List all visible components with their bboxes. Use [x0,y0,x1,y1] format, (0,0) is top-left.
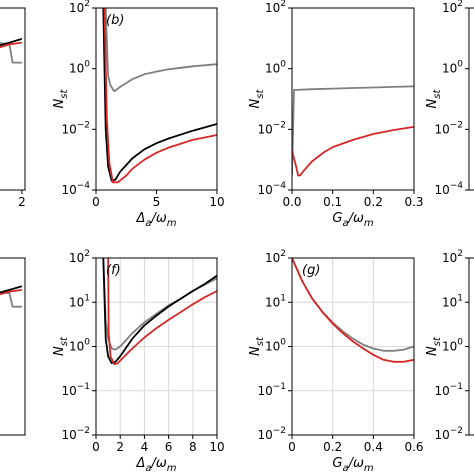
series-line-0 [0,42,22,64]
x-tick-label: 0.6 [404,440,423,454]
y-tick-label: 10−2 [257,120,286,136]
panel-left-bottom-partial [0,257,26,436]
x-tick-label: 0 [92,195,100,209]
x-tick-label: 0.4 [364,440,383,454]
plot-frame [468,257,474,436]
y-tick-label: 102 [442,249,463,265]
x-axis-label: Δa/ωm [135,456,176,474]
panel-right-top-partial: 10−4 10−2 100 102 Nst [425,0,474,197]
y-tick-label: 10−2 [61,120,90,136]
series-line-0 [0,291,22,308]
x-tick-label: 0.2 [364,195,383,209]
y-axis-label: Nst [52,336,70,356]
y-tick-label: 100 [265,338,286,354]
series-line-0 [292,85,414,176]
y-tick-label: 102 [442,0,463,15]
series-line-0 [104,8,217,93]
y-tick-label: 100 [265,60,286,76]
x-tick-label: 0.2 [323,440,342,454]
panel-panel-b: 0 5 10 10−4 10−2 100 102 Δa/ωm Nst (b) [52,0,225,229]
series-line-2 [107,258,217,366]
y-axis-label: Nst [248,88,266,108]
x-tick-label: 0 [288,440,296,454]
series-line-1 [292,258,414,363]
panel-label: (f) [106,263,121,278]
y-axis-label: Nst [248,336,266,356]
plot-frame [0,7,26,191]
panel-label: (b) [106,13,124,28]
panel-label: (g) [302,263,320,278]
y-tick-label: 100 [442,338,463,354]
y-tick-label: 100 [442,60,463,76]
x-axis-label: Δa/ωm [135,211,176,229]
y-tick-label: 10−2 [434,426,463,442]
x-axis-label: Ga/ωm [332,456,374,474]
panel-left-top-partial: 2 [0,7,26,209]
y-tick-label: 10−4 [434,181,463,197]
x-tick-label: 0.1 [323,195,342,209]
panel-panel-f: 0 2 4 6 8 10 10−2 10−1 100 101 102 Δa/ωm Nst (f) [52,249,225,474]
y-tick-label: 10−4 [61,181,90,197]
series-line-1 [102,258,217,365]
panel-panel-g: 0 0.2 0.4 0.6 10−2 10−1 100 101 102 Ga/ωm Nst (g) [248,249,424,474]
plot-frame [0,257,26,436]
y-tick-label: 10−2 [61,426,90,442]
x-tick-label: 10 [209,440,224,454]
y-axis-label: Nst [52,88,70,108]
x-tick-label: 5 [153,195,161,209]
y-tick-label: 102 [265,249,286,265]
x-tick-label: 2 [116,440,124,454]
y-tick-label: 10−1 [434,382,463,398]
x-axis-label: Ga/ωm [332,211,374,229]
y-tick-label: 102 [265,0,286,15]
x-tick-label: 0 [92,440,100,454]
series-line-2 [0,289,23,296]
x-tick-label: 8 [189,440,197,454]
y-tick-label: 100 [69,338,90,354]
x-tick-label: 0.0 [282,195,301,209]
y-tick-label: 101 [442,293,463,309]
y-tick-label: 101 [69,293,90,309]
y-tick-label: 10−1 [257,382,286,398]
series-line-2 [103,8,217,184]
series-line-1 [102,8,217,182]
plot-frame [468,7,474,191]
series-line-1 [0,38,23,47]
y-tick-label: 100 [69,60,90,76]
y-tick-label: 10−4 [257,181,286,197]
x-tick-label: 4 [141,440,149,454]
x-tick-label: 0.3 [404,195,423,209]
y-axis-label: Nst [425,336,443,356]
panel-right-bottom-partial: 10−2 10−1 100 101 102 Nst [425,249,474,442]
x-tick-label: 2 [18,195,26,209]
series-line-1 [292,126,414,177]
x-tick-label: 6 [165,440,173,454]
plot-frame [95,7,218,191]
y-tick-label: 102 [69,0,90,15]
plot-frame [291,7,415,191]
y-tick-label: 101 [265,293,286,309]
y-tick-label: 10−2 [257,426,286,442]
y-tick-label: 10−1 [61,382,90,398]
series-line-1 [0,285,23,294]
y-axis-label: Nst [425,88,443,108]
y-tick-label: 102 [69,249,90,265]
y-tick-label: 10−2 [434,120,463,136]
panel-panel-c: 0.0 0.1 0.2 0.3 10−4 10−2 100 102 Ga/ωm Nst [248,0,424,229]
series-line-2 [0,41,23,49]
x-tick-label: 10 [209,195,224,209]
